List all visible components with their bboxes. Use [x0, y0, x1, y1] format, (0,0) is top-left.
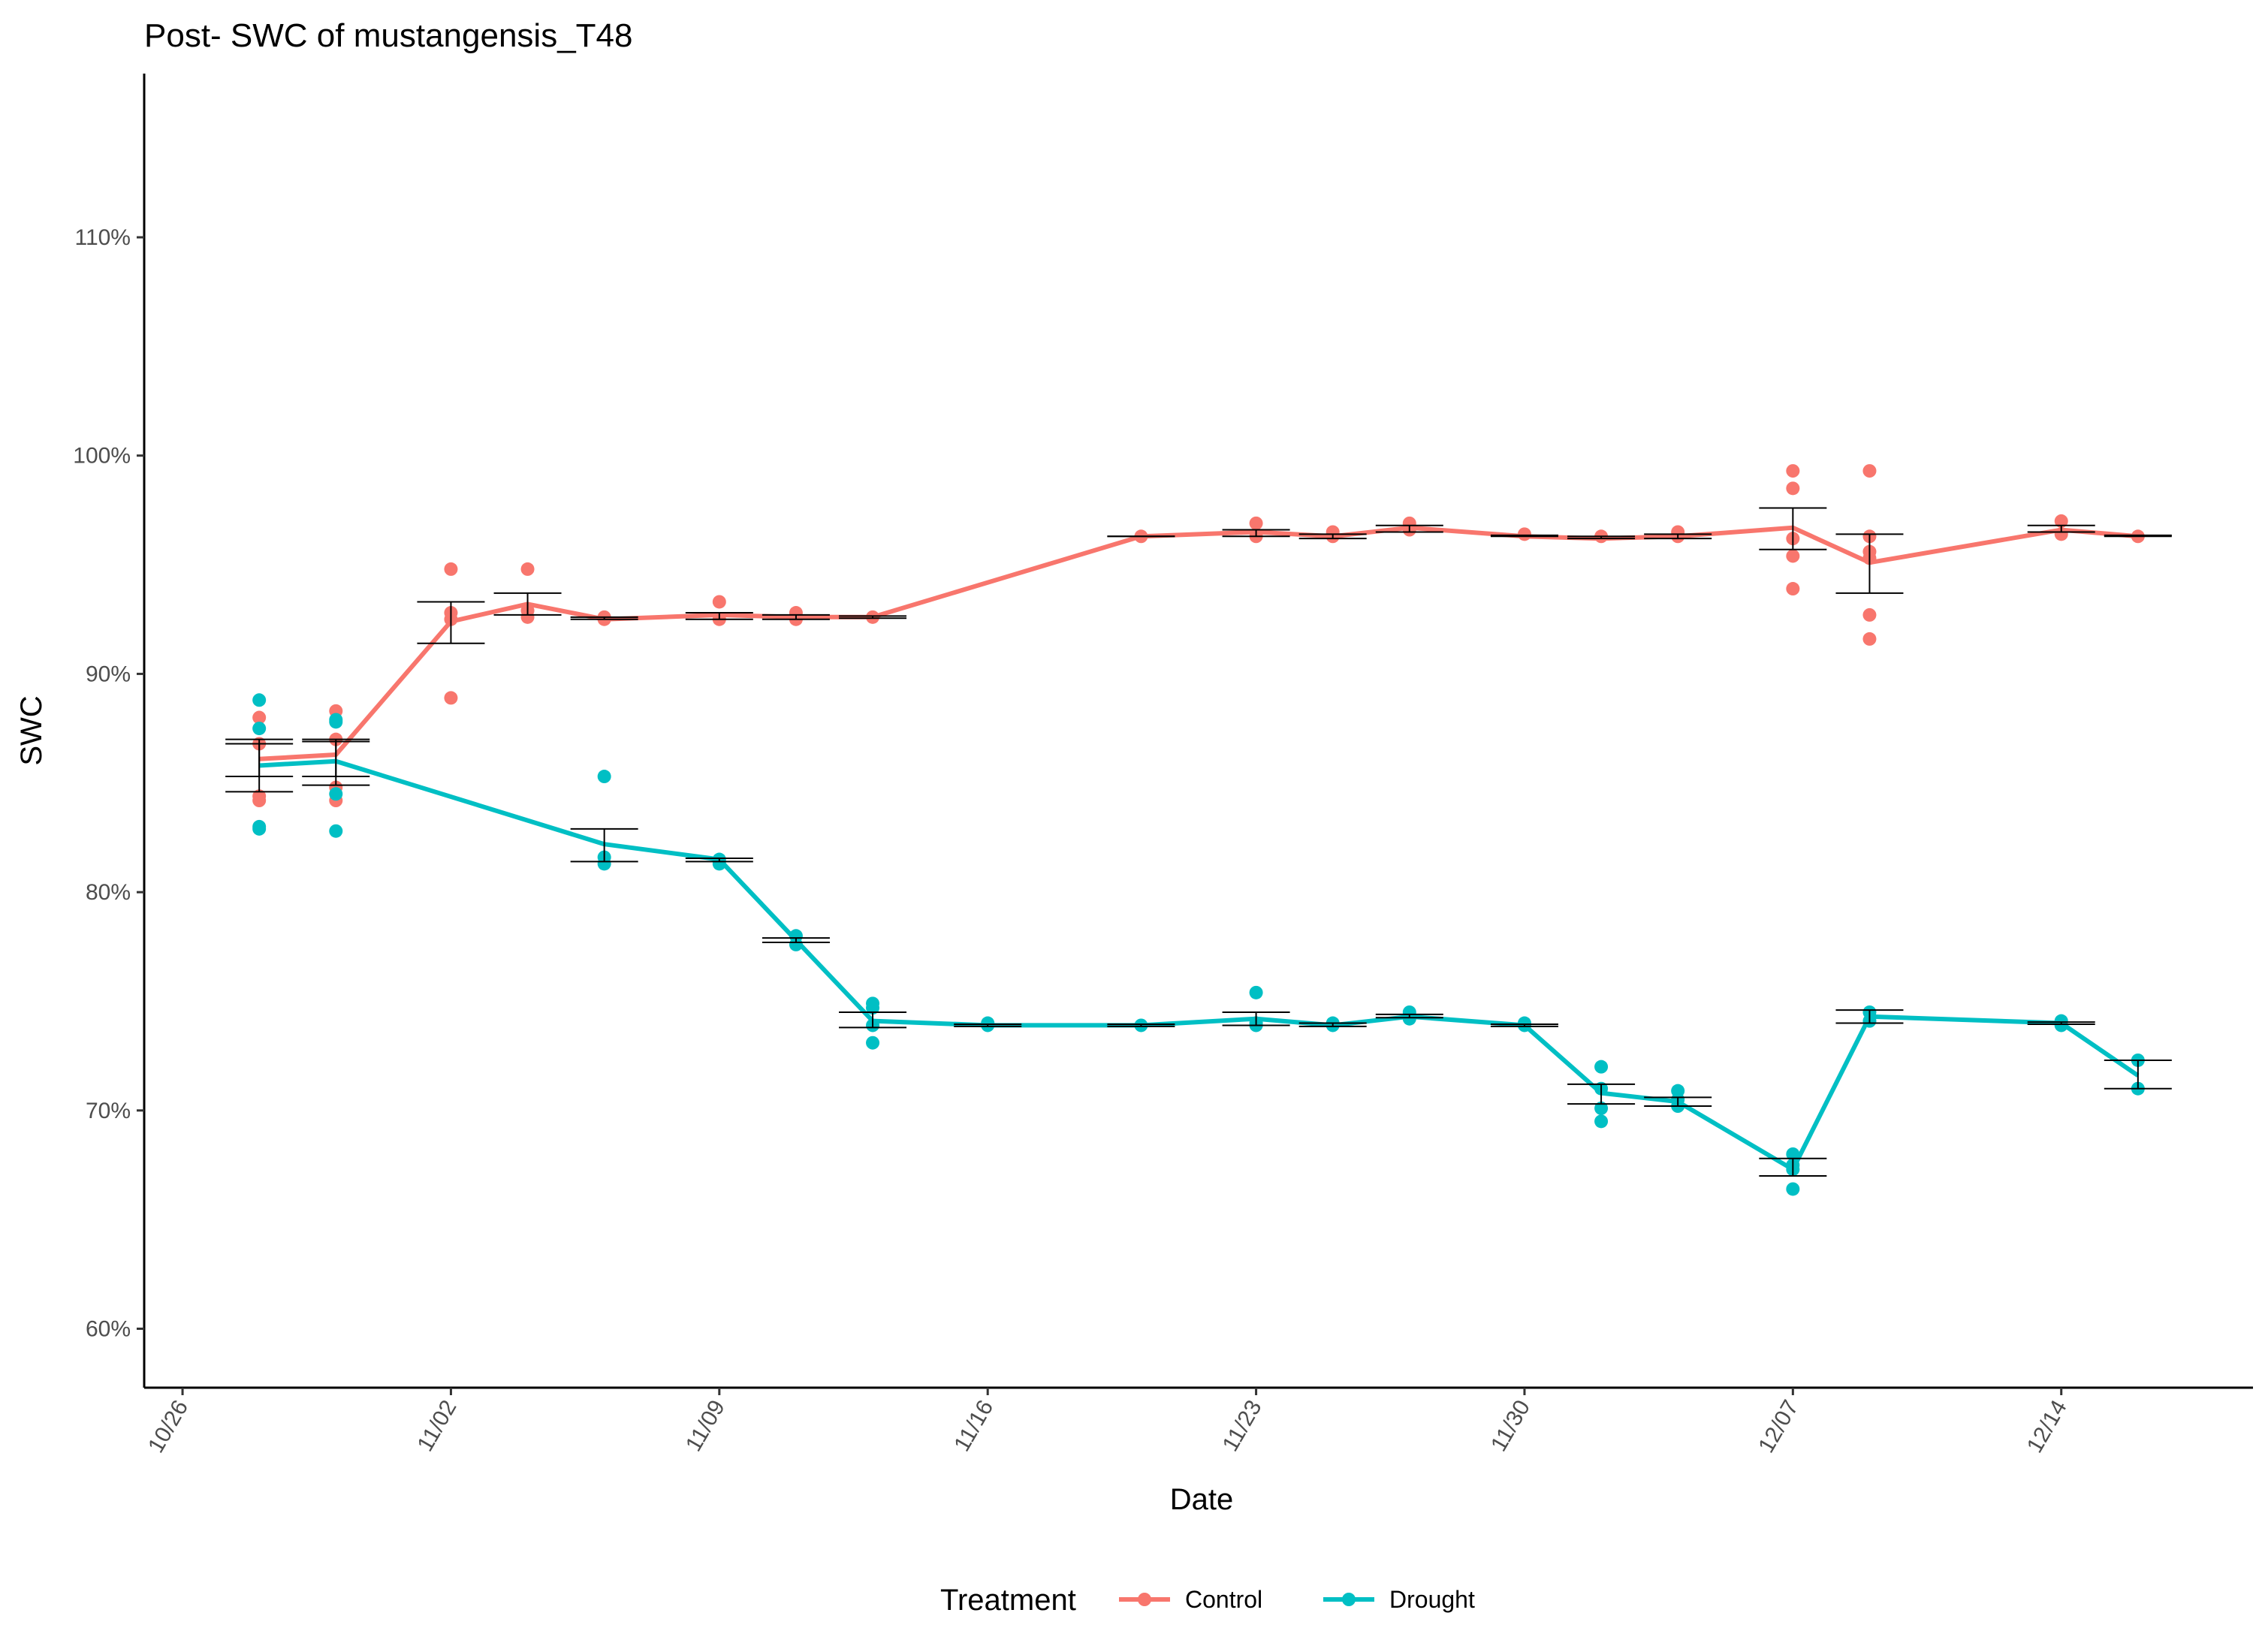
y-ticks: 60% 70% 80% 90% 100% 110%	[73, 225, 144, 1342]
data-point	[866, 1036, 880, 1050]
data-point	[252, 821, 267, 836]
data-point	[1786, 464, 1800, 478]
data-point	[1786, 1147, 1800, 1161]
plot-area	[225, 464, 2172, 1196]
data-point	[252, 794, 267, 808]
y-tick-label: 60%	[86, 1317, 131, 1342]
data-point	[597, 770, 611, 784]
y-tick-label: 110%	[74, 225, 131, 250]
data-point	[1594, 1114, 1609, 1129]
data-point	[1786, 1182, 1800, 1196]
data-point	[252, 693, 267, 707]
data-point	[866, 1001, 880, 1015]
data-point	[712, 595, 726, 609]
y-tick-label: 90%	[86, 662, 131, 686]
legend-key-point-control	[1138, 1593, 1151, 1606]
data-point	[1862, 632, 1877, 646]
series-line-drought	[259, 758, 2140, 1172]
legend-items: Control Drought	[1119, 1586, 1475, 1613]
data-point	[2054, 514, 2068, 528]
data-point	[597, 857, 611, 871]
y-axis-title: SWC	[15, 695, 48, 765]
series-control	[225, 464, 2172, 808]
legend-key-point-drought	[1342, 1593, 1356, 1606]
data-point	[520, 610, 535, 624]
y-tick-label: 100%	[73, 444, 131, 469]
data-point	[444, 691, 458, 705]
data-point	[252, 722, 267, 736]
data-point	[520, 562, 535, 576]
y-tick-label: 80%	[86, 880, 131, 905]
legend-label-control: Control	[1185, 1586, 1262, 1613]
data-point	[1862, 607, 1877, 622]
data-point	[252, 710, 267, 725]
data-point	[2054, 527, 2068, 541]
data-point	[329, 715, 343, 729]
data-point	[1862, 464, 1877, 478]
data-point	[1786, 481, 1800, 496]
x-axis-title: Date	[1170, 1483, 1234, 1516]
data-point	[1402, 1011, 1416, 1026]
data-point	[789, 937, 803, 951]
y-tick-label: 70%	[86, 1099, 131, 1123]
data-point	[2054, 1018, 2068, 1032]
chart-title: Post- SWC of mustangensis_T48	[144, 17, 632, 54]
data-point	[329, 787, 343, 801]
legend-label-drought: Drought	[1389, 1586, 1475, 1613]
legend: Treatment Control Drought	[940, 1584, 1475, 1617]
data-point	[1786, 582, 1800, 596]
data-point	[1517, 527, 1531, 541]
data-point	[712, 857, 726, 871]
data-point	[1594, 1060, 1609, 1074]
data-point	[444, 562, 458, 576]
data-point	[329, 824, 343, 838]
data-point	[1594, 1101, 1609, 1115]
data-point	[1786, 549, 1800, 563]
data-point	[1249, 985, 1263, 999]
data-point	[1249, 516, 1263, 530]
legend-title: Treatment	[940, 1584, 1076, 1617]
series-drought	[225, 693, 2172, 1196]
